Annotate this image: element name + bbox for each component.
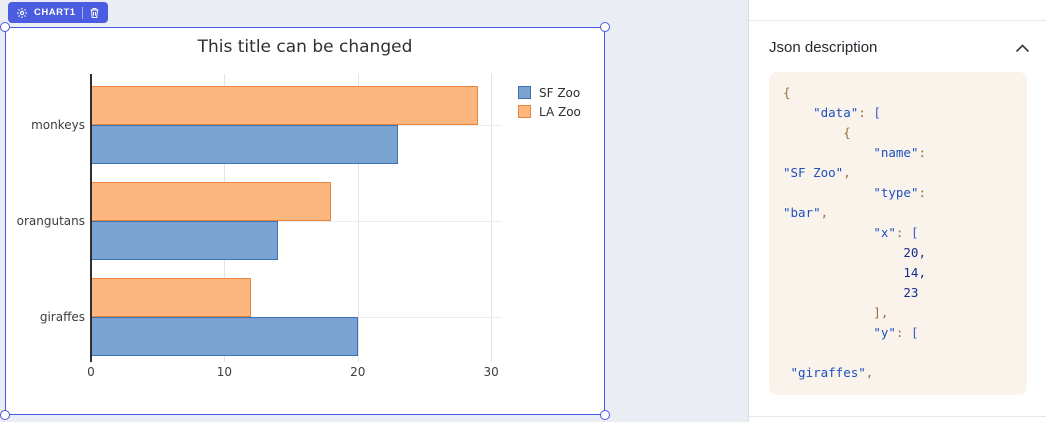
- bar-la-zoo-monkeys: [91, 86, 478, 125]
- panel-top-divider: [749, 20, 1046, 21]
- code-line: "type":: [873, 185, 926, 200]
- code-line: "name":: [873, 145, 926, 160]
- bar-la-zoo-orangutans: [91, 182, 332, 221]
- bar-sf-zoo-orangutans: [91, 221, 278, 260]
- code-line: 20,: [783, 245, 926, 260]
- chart-legend: SF Zoo LA Zoo: [518, 83, 581, 121]
- json-code[interactable]: { "data": [ { "name": "SF Zoo", "type": "b…: [769, 72, 1027, 395]
- code-line: 23: [783, 285, 919, 300]
- resize-handle-bottom-right[interactable]: [600, 410, 610, 420]
- trash-icon[interactable]: [89, 7, 100, 19]
- legend-swatch: [518, 105, 531, 118]
- code-line: ],: [783, 305, 889, 320]
- chart-tag-label: CHART1: [34, 7, 76, 18]
- gridline: [91, 221, 502, 222]
- gear-icon[interactable]: [16, 7, 28, 19]
- x-axis-zero-line: [90, 74, 92, 362]
- legend-item-la-zoo[interactable]: LA Zoo: [518, 102, 581, 121]
- x-tick-label: 20: [350, 365, 366, 379]
- bar-sf-zoo-giraffes: [91, 317, 358, 356]
- chart-card[interactable]: This title can be changed monkeys orangut…: [0, 22, 610, 420]
- category-label: giraffes: [39, 310, 85, 324]
- x-tick-label: 30: [483, 365, 499, 379]
- chart-plot: monkeys orangutans giraffes 0 10 20 30: [6, 28, 604, 414]
- badge-separator: [81, 6, 83, 19]
- x-tick-label: 0: [87, 365, 95, 379]
- bar-la-zoo-giraffes: [91, 278, 252, 317]
- resize-handle-top-left[interactable]: [0, 22, 10, 32]
- chevron-up-icon[interactable]: [1015, 40, 1030, 58]
- category-label: monkeys: [31, 118, 85, 132]
- bar-sf-zoo-monkeys: [91, 125, 398, 164]
- chart-title[interactable]: This title can be changed: [197, 37, 413, 57]
- code-line: "bar",: [783, 205, 829, 220]
- legend-label: SF Zoo: [539, 85, 581, 100]
- legend-swatch: [518, 86, 531, 99]
- code-line: "data": [: [813, 105, 881, 120]
- panel-bottom-divider: [749, 416, 1046, 417]
- code-line: "SF Zoo",: [783, 165, 851, 180]
- x-tick-label: 10: [216, 365, 233, 379]
- resize-handle-bottom-left[interactable]: [0, 410, 10, 420]
- legend-label: LA Zoo: [539, 104, 581, 119]
- code-line: "x": [: [873, 225, 919, 240]
- code-line: "giraffes",: [790, 365, 874, 380]
- chart-tag[interactable]: CHART1: [8, 2, 108, 23]
- json-section-title: Json description: [769, 39, 878, 56]
- code-line: {: [783, 85, 791, 100]
- code-line: [783, 343, 1023, 363]
- gridline: [357, 74, 359, 362]
- resize-handle-top-right[interactable]: [600, 22, 610, 32]
- code-line: "y": [: [873, 325, 919, 340]
- category-label: orangutans: [16, 214, 85, 228]
- editor-canvas: CHART1 This title can be changed monkeys…: [0, 0, 748, 422]
- code-line: 14,: [783, 265, 926, 280]
- inspector-panel: Json description { "data": [ { "name": "S…: [748, 0, 1046, 422]
- code-line: {: [783, 125, 851, 140]
- legend-item-sf-zoo[interactable]: SF Zoo: [518, 83, 581, 102]
- gridline: [491, 74, 493, 362]
